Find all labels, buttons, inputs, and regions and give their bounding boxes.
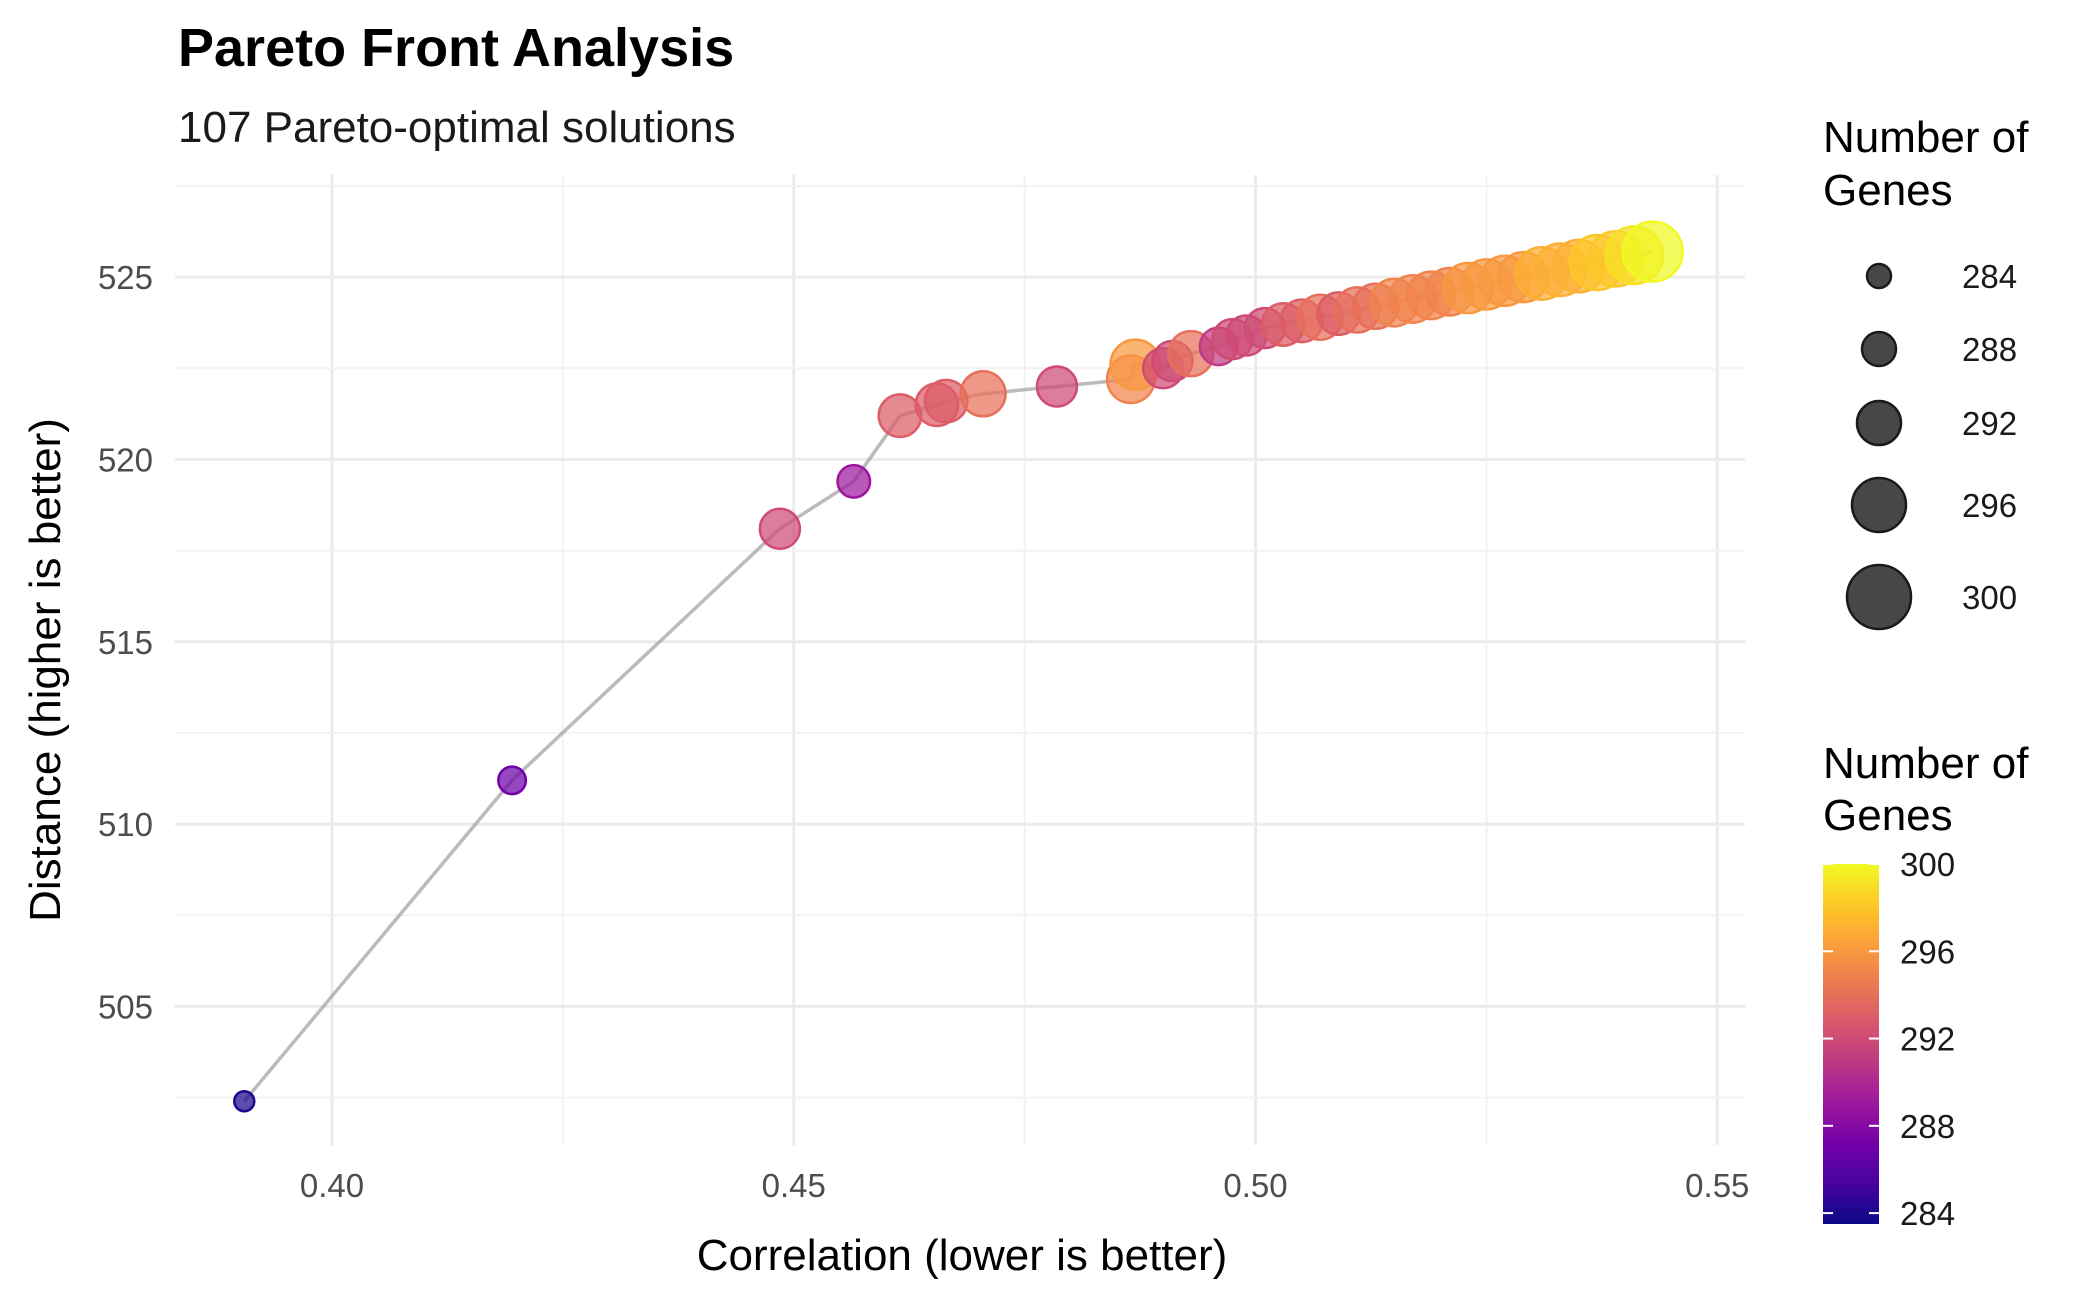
- x-tick-label: 0.50: [1223, 1167, 1287, 1204]
- size-legend-label: 284: [1962, 258, 2017, 295]
- size-legend-key: [1850, 476, 1908, 534]
- size-legend-title-line-2: Genes: [1823, 166, 1953, 215]
- plot-grid: [175, 175, 1745, 1145]
- color-legend-title-line-2: Genes: [1823, 791, 1953, 840]
- color-legend: Number of Genes 284 288 292 296 300: [1823, 739, 2029, 1232]
- chart-title: Pareto Front Analysis: [178, 18, 734, 78]
- y-tick-label: 520: [98, 441, 153, 478]
- size-legend-key: [1865, 262, 1893, 290]
- color-legend-ticks: 284 288 292 296 300: [1823, 846, 1955, 1232]
- y-axis-ticks: 505 510 515 520 525: [98, 259, 153, 1025]
- color-legend-title-line-1: Number of: [1823, 739, 2029, 788]
- x-tick-label: 0.45: [762, 1167, 826, 1204]
- x-axis-ticks: 0.40 0.45 0.50 0.55: [300, 1167, 1750, 1204]
- x-axis-title: Correlation (lower is better): [697, 1231, 1228, 1280]
- x-tick-label: 0.55: [1685, 1167, 1749, 1204]
- y-tick-label: 505: [98, 988, 153, 1025]
- color-legend-label: 288: [1900, 1108, 1955, 1145]
- color-legend-label: 296: [1900, 933, 1955, 970]
- size-legend-label: 292: [1962, 405, 2017, 442]
- data-point: [758, 507, 802, 550]
- y-tick-label: 510: [98, 806, 153, 843]
- color-legend-label: 300: [1900, 846, 1955, 883]
- size-legend-key: [1860, 330, 1898, 368]
- x-tick-label: 0.40: [300, 1167, 364, 1204]
- y-tick-label: 515: [98, 624, 153, 661]
- size-legend-key: [1845, 563, 1913, 631]
- size-legend-label: 288: [1962, 331, 2017, 368]
- size-legend-key: [1855, 399, 1903, 447]
- size-legend-label: 300: [1962, 579, 2017, 616]
- color-legend-label: 292: [1900, 1021, 1955, 1058]
- data-point: [1035, 365, 1079, 408]
- size-legend: Number of Genes 284 288 292 296 300: [1823, 113, 2029, 631]
- data-point: [1621, 220, 1684, 283]
- color-legend-label: 284: [1900, 1195, 1955, 1232]
- color-bar: [1823, 864, 1879, 1224]
- chart-subtitle: 107 Pareto-optimal solutions: [178, 103, 736, 152]
- data-point: [836, 463, 872, 499]
- y-tick-label: 525: [98, 259, 153, 296]
- size-legend-items: 284 288 292 296 300: [1845, 258, 2017, 631]
- size-legend-title-line-1: Number of: [1823, 113, 2029, 162]
- data-points: [233, 220, 1684, 1113]
- data-point: [497, 765, 528, 796]
- data-point: [959, 370, 1007, 418]
- y-axis-title: Distance (higher is better): [21, 418, 70, 922]
- size-legend-label: 296: [1962, 487, 2017, 524]
- data-point: [233, 1089, 256, 1113]
